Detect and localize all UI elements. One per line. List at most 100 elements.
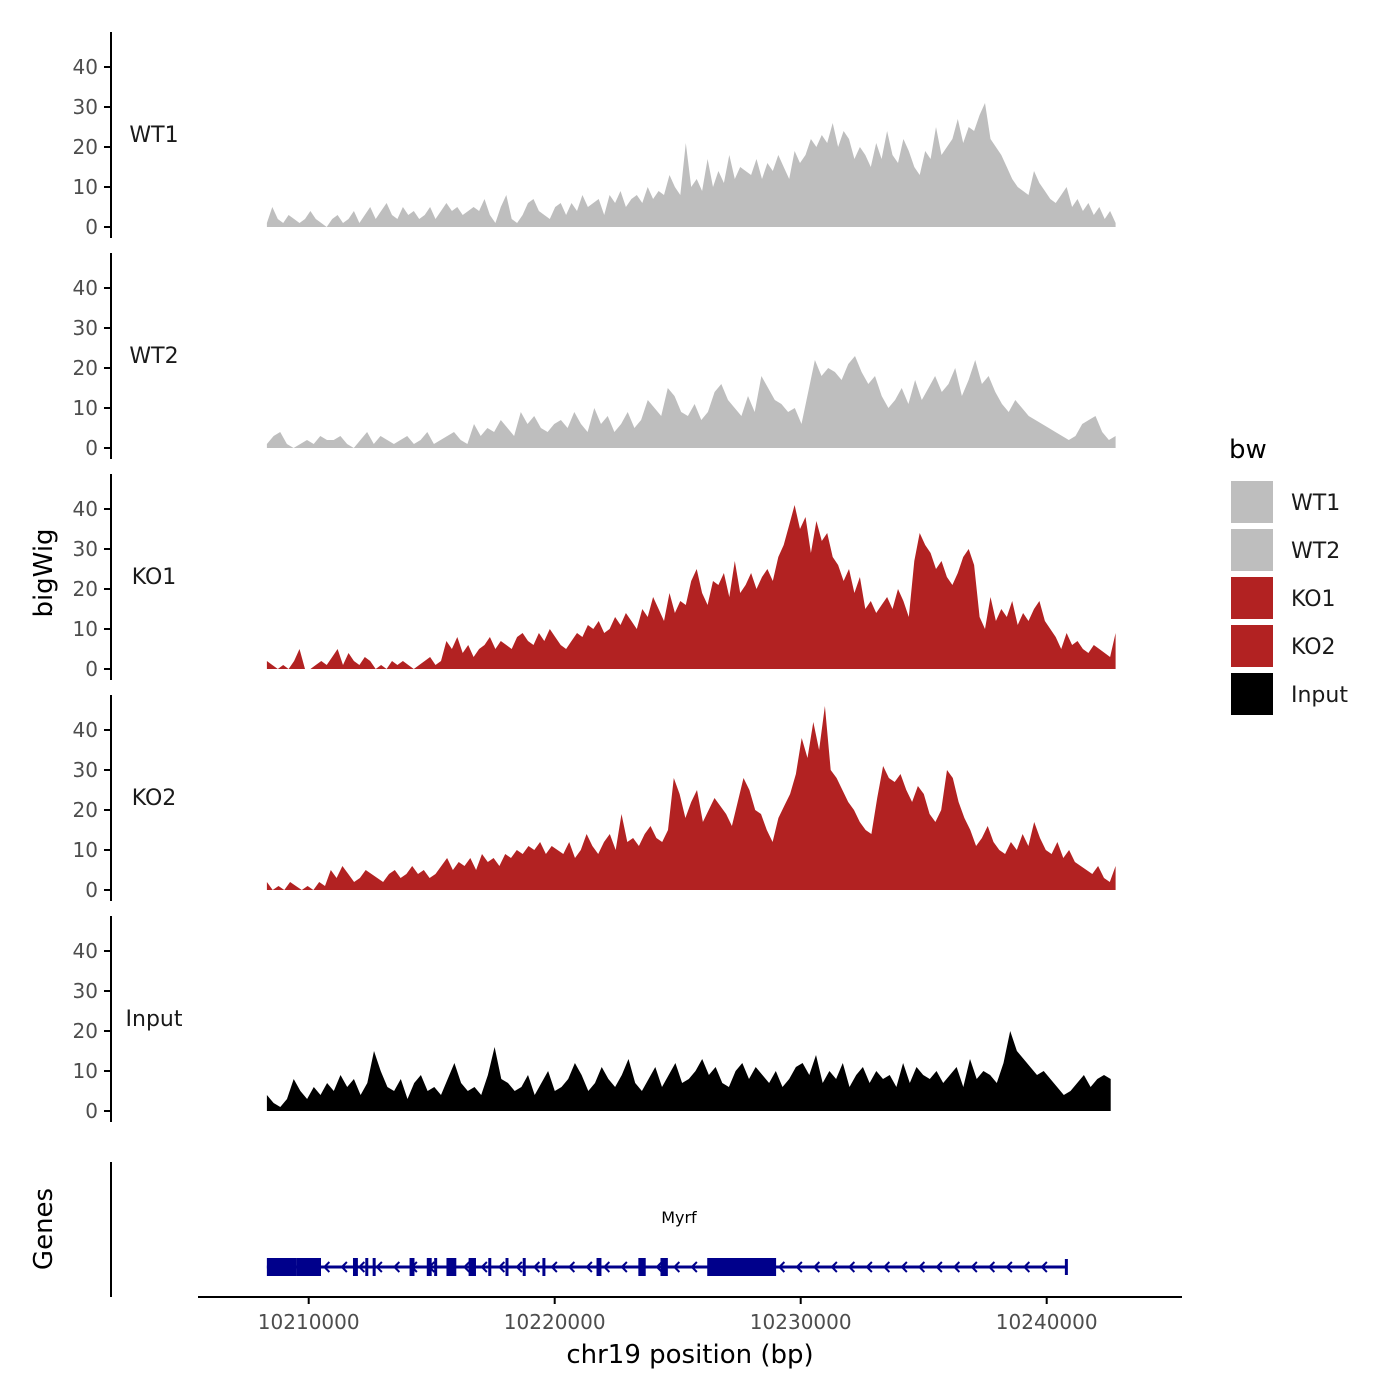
gene-exon — [522, 1258, 526, 1276]
gene-exon — [266, 1258, 297, 1276]
gene-exon — [434, 1258, 438, 1276]
y-tick-label: 10 — [73, 617, 98, 641]
legend-swatch — [1229, 575, 1275, 621]
genes-panel: Myrf — [110, 1162, 1068, 1297]
x-tick-label: 10220000 — [504, 1310, 606, 1334]
strand-chevron — [952, 1261, 961, 1273]
legend-swatch — [1229, 623, 1275, 669]
legend-title: bw — [1229, 435, 1267, 465]
signal-area-input — [266, 1031, 1111, 1111]
legend-label: Input — [1291, 683, 1348, 708]
gene-name-label: Myrf — [661, 1208, 697, 1227]
signal-area-ko2 — [266, 706, 1116, 890]
gene-exon — [542, 1258, 546, 1276]
gene-exon — [426, 1258, 432, 1276]
gene-exon — [488, 1258, 492, 1276]
legend-item-ko1: KO1 — [1229, 575, 1336, 621]
x-tick-label: 10210000 — [258, 1310, 360, 1334]
strand-chevron — [462, 1261, 471, 1273]
track-ko2: 0 10 20 30 40 KO2 — [73, 695, 1116, 902]
signal-area-wt2 — [266, 356, 1116, 448]
strand-chevron — [620, 1261, 628, 1273]
y-tick-label: 30 — [73, 95, 98, 119]
gene-exon — [660, 1258, 668, 1276]
strand-chevron — [1022, 1261, 1031, 1273]
y-tick-label: 40 — [73, 276, 98, 300]
track-label: WT2 — [129, 344, 178, 369]
x-tick-label: 10230000 — [750, 1310, 852, 1334]
gene-models — [266, 1258, 1068, 1276]
track-label: KO1 — [132, 565, 177, 590]
signal-area-wt1 — [266, 103, 1116, 227]
y-tick-label: 10 — [73, 838, 98, 862]
strand-chevron — [917, 1261, 926, 1273]
gene-exon — [352, 1258, 358, 1276]
gene-exon — [468, 1258, 476, 1276]
strand-chevron — [987, 1261, 996, 1273]
y-tick-label: 40 — [73, 55, 98, 79]
y-tick-label: 20 — [73, 798, 98, 822]
strand-chevron — [480, 1261, 488, 1273]
strand-chevron — [322, 1261, 331, 1273]
legend-item-wt2: WT2 — [1229, 527, 1340, 573]
y-tick-label: 20 — [73, 577, 98, 601]
legend-items: WT1 WT2 KO1 KO2 Input — [1229, 479, 1348, 717]
gene-exon — [296, 1258, 321, 1276]
strand-chevron — [795, 1261, 803, 1273]
strand-chevron — [532, 1261, 541, 1273]
track-wt2: 0 10 20 30 40 WT2 — [73, 253, 1116, 460]
track-label: WT1 — [129, 123, 178, 148]
strand-chevron — [672, 1261, 681, 1273]
y-tick-label: 30 — [73, 758, 98, 782]
gene-exon — [596, 1258, 602, 1276]
legend-item-wt1: WT1 — [1229, 479, 1340, 525]
legend-label: KO1 — [1291, 587, 1336, 612]
y-tick-label: 40 — [73, 718, 98, 742]
strand-chevron — [882, 1261, 891, 1273]
strand-chevron — [900, 1261, 908, 1273]
strand-chevron — [1005, 1261, 1013, 1273]
y-tick-label: 0 — [85, 657, 98, 681]
strand-chevron — [655, 1261, 663, 1273]
y-tick-label: 20 — [73, 1019, 98, 1043]
y-tick-label: 30 — [73, 979, 98, 1003]
gene-exon — [707, 1258, 777, 1276]
gene-exon — [365, 1258, 369, 1276]
strand-chevron — [392, 1261, 401, 1273]
y-tick-label: 0 — [85, 1099, 98, 1123]
legend-label: WT2 — [1291, 539, 1340, 564]
legend-label: WT1 — [1291, 491, 1340, 516]
strand-chevron — [550, 1261, 558, 1273]
strand-chevron — [497, 1261, 506, 1273]
strand-chevron — [1040, 1261, 1048, 1273]
y-tick-label: 10 — [73, 1059, 98, 1083]
legend-swatch — [1229, 479, 1275, 525]
track-input: 0 10 20 30 40 Input — [73, 916, 1111, 1123]
strand-chevron — [602, 1261, 611, 1273]
legend-item-ko2: KO2 — [1229, 623, 1336, 669]
y-tick-label: 40 — [73, 497, 98, 521]
strand-chevron — [847, 1261, 856, 1273]
track-label: KO2 — [132, 786, 177, 811]
legend: bw WT1 WT2 KO1 KO2 Input — [1229, 435, 1348, 717]
y-tick-label: 30 — [73, 537, 98, 561]
strand-chevron — [865, 1261, 873, 1273]
legend-item-input: Input — [1229, 671, 1348, 717]
strand-chevron — [567, 1261, 576, 1273]
y-tick-label: 0 — [85, 215, 98, 239]
track-label: Input — [126, 1007, 183, 1032]
y-tick-label: 20 — [73, 356, 98, 380]
strand-chevron — [812, 1261, 821, 1273]
genes-axis-title: Genes — [29, 1188, 59, 1270]
y-tick-label: 0 — [85, 436, 98, 460]
gene-exon — [638, 1258, 646, 1276]
signal-area-ko1 — [266, 505, 1116, 669]
strand-chevron — [340, 1261, 348, 1273]
strand-chevron — [585, 1261, 593, 1273]
y-tick-label: 40 — [73, 939, 98, 963]
strand-chevron — [830, 1261, 838, 1273]
strand-chevron — [935, 1261, 943, 1273]
strand-chevron — [970, 1261, 978, 1273]
strand-chevron — [515, 1261, 523, 1273]
